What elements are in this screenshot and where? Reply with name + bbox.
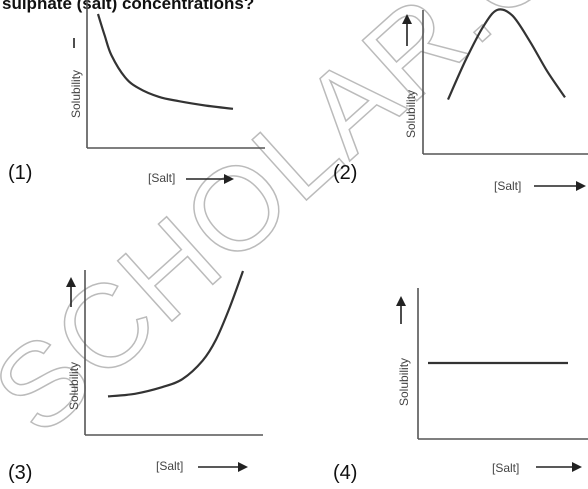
y-axis-arrowhead-icon — [396, 296, 406, 306]
option-label-3: (3) — [8, 462, 33, 484]
y-axis-label: Solubility — [397, 358, 411, 406]
option-label-2: (2) — [333, 162, 358, 184]
x-axis-arrowhead-icon — [224, 174, 234, 184]
graph-3: Solubility [Salt] — [66, 270, 263, 473]
solubility-curve — [107, 270, 245, 398]
graph-4: Solubility [Salt] — [396, 288, 588, 475]
x-axis-label: [Salt] — [156, 459, 183, 473]
y-axis-label: Solubility — [404, 90, 418, 138]
graph-1: Solubility [Salt] — [69, 0, 265, 185]
x-axis-label: [Salt] — [148, 171, 175, 185]
option-label-4: (4) — [333, 462, 358, 484]
y-axis-arrowhead-icon — [66, 277, 76, 287]
question-text: sulphate (salt) concentrations? — [2, 0, 255, 13]
option-label-1: (1) — [8, 162, 33, 184]
x-axis-label: [Salt] — [492, 461, 519, 475]
solubility-curve — [446, 8, 566, 101]
y-axis-label: Solubility — [69, 70, 83, 118]
x-axis-arrowhead-icon — [238, 462, 248, 472]
x-axis-arrowhead-icon — [572, 462, 582, 472]
solubility-curve — [96, 13, 234, 110]
graph-2: Solubility [Salt] — [402, 8, 588, 193]
y-axis-arrowhead-icon — [402, 14, 412, 24]
x-axis-label: [Salt] — [494, 179, 521, 193]
y-axis-label: Solubility — [67, 362, 81, 410]
x-axis-arrowhead-icon — [576, 181, 586, 191]
